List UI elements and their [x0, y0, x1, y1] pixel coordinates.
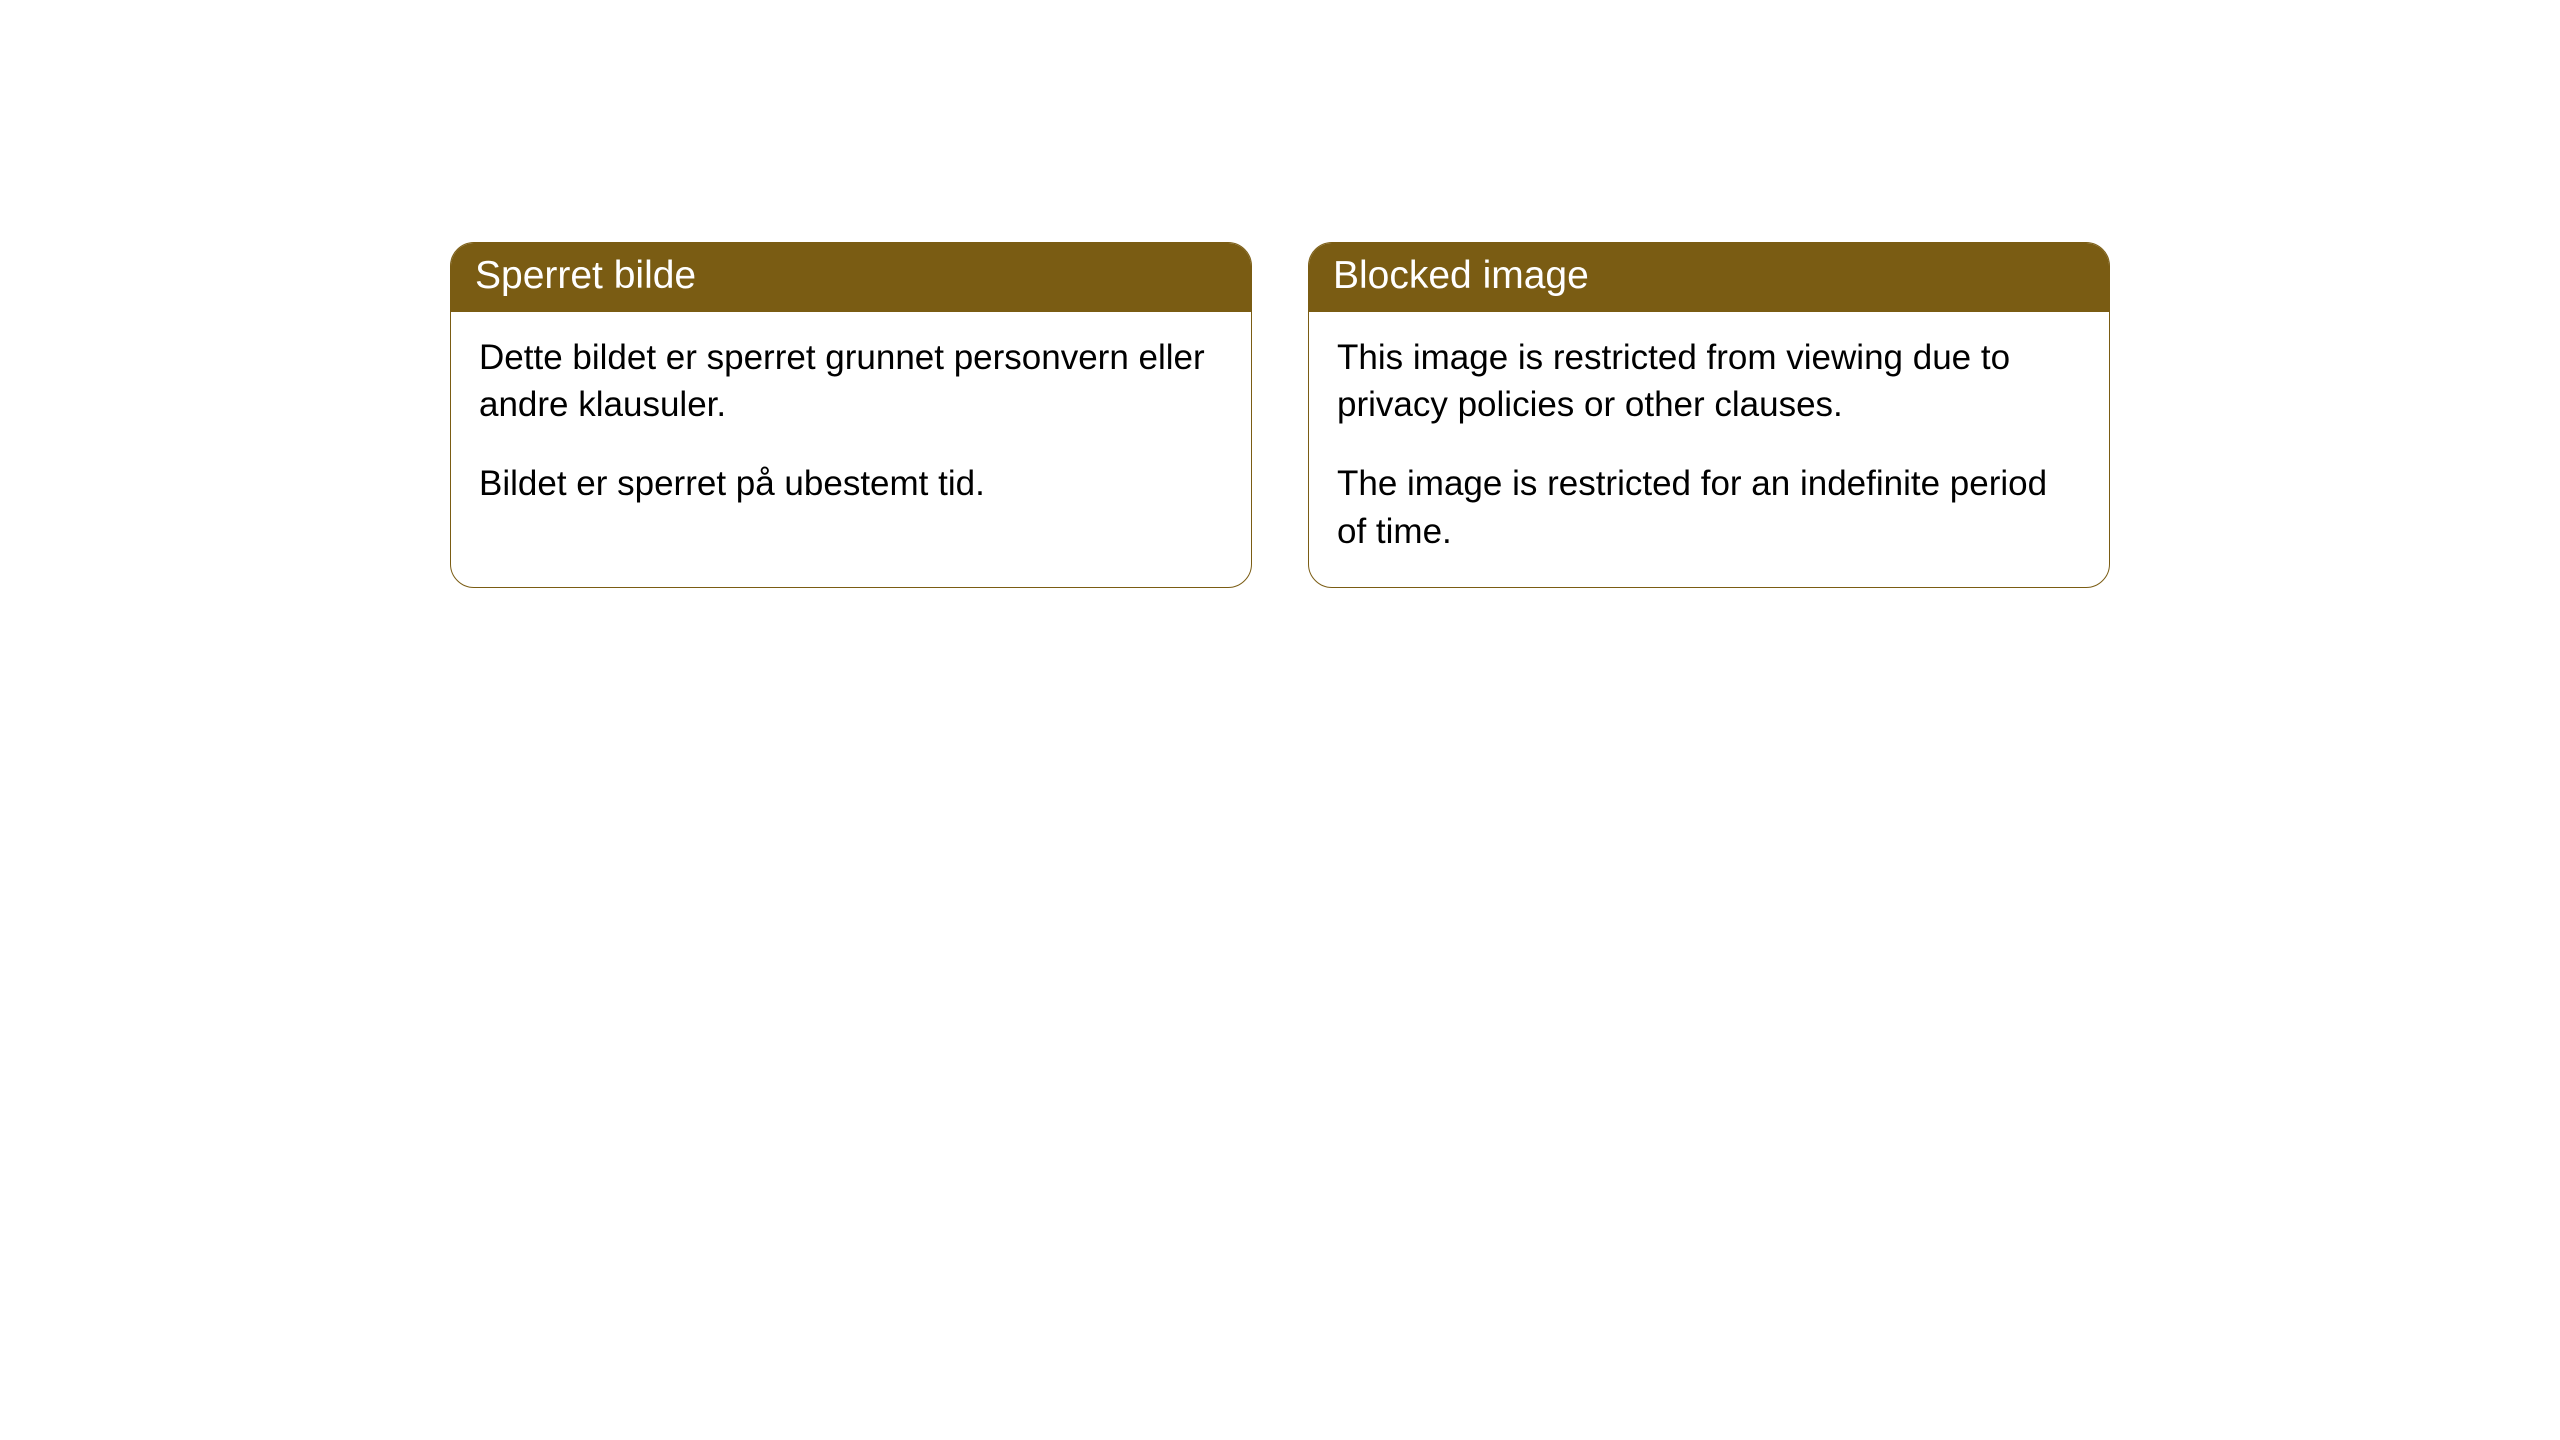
card-header-norwegian: Sperret bilde: [451, 243, 1251, 312]
card-para-1-norwegian: Dette bildet er sperret grunnet personve…: [479, 334, 1223, 429]
card-norwegian: Sperret bilde Dette bildet er sperret gr…: [450, 242, 1252, 588]
card-body-norwegian: Dette bildet er sperret grunnet personve…: [451, 312, 1251, 540]
card-para-2-norwegian: Bildet er sperret på ubestemt tid.: [479, 460, 1223, 507]
card-header-english: Blocked image: [1309, 243, 2109, 312]
card-para-2-english: The image is restricted for an indefinit…: [1337, 460, 2081, 555]
card-body-english: This image is restricted from viewing du…: [1309, 312, 2109, 587]
cards-container: Sperret bilde Dette bildet er sperret gr…: [450, 242, 2110, 588]
card-english: Blocked image This image is restricted f…: [1308, 242, 2110, 588]
card-para-1-english: This image is restricted from viewing du…: [1337, 334, 2081, 429]
